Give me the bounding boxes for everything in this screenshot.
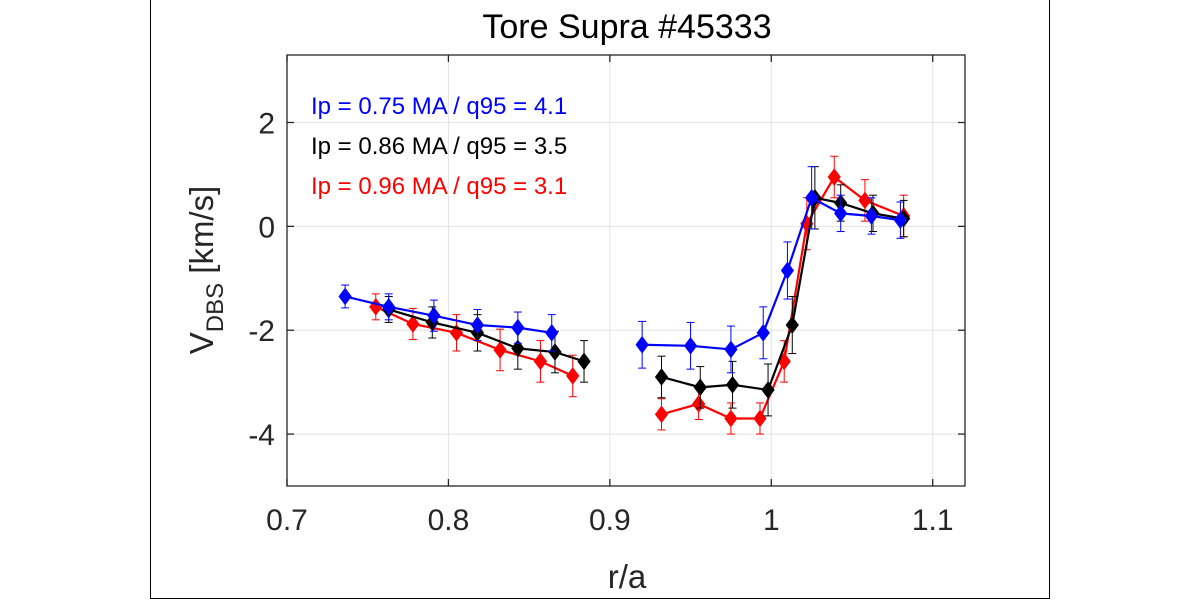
series-2 bbox=[382, 166, 911, 417]
x-tick-label: 0.8 bbox=[428, 504, 470, 537]
legend-entry-1: Ip = 0.75 MA / q95 = 4.1 bbox=[311, 93, 567, 120]
data-point bbox=[756, 323, 770, 342]
data-point bbox=[406, 315, 420, 333]
figure-frame: Tore Supra #45333 0.7 0.8 0.9 1 1.1 -4 -2 0 2 r/… bbox=[150, 0, 1050, 599]
data-point bbox=[780, 261, 795, 280]
data-point bbox=[827, 168, 841, 186]
chart: Tore Supra #45333 0.7 0.8 0.9 1 1.1 -4 -2 0 2 r/… bbox=[183, 8, 966, 595]
x-tick-label: 1.1 bbox=[912, 504, 954, 537]
data-point bbox=[511, 318, 525, 337]
data-point bbox=[753, 409, 767, 428]
data-point bbox=[805, 188, 819, 207]
x-tick-label: 0.9 bbox=[589, 504, 631, 537]
y-axis-label-main: V bbox=[183, 332, 220, 354]
y-tick-label: 2 bbox=[258, 108, 275, 141]
series-1 bbox=[338, 166, 908, 374]
data-point bbox=[511, 339, 525, 358]
data-point bbox=[761, 381, 775, 399]
data-point bbox=[725, 375, 740, 394]
data-point bbox=[654, 405, 669, 424]
data-point bbox=[545, 323, 559, 342]
x-axis-label: r/a bbox=[608, 558, 647, 595]
data-point bbox=[834, 204, 848, 223]
grid-lines bbox=[286, 55, 965, 486]
data-point bbox=[864, 207, 878, 225]
data-point bbox=[566, 367, 580, 385]
data-point bbox=[683, 336, 698, 355]
data-point bbox=[724, 409, 738, 428]
data-point bbox=[635, 335, 649, 354]
x-tick-label: 0.7 bbox=[266, 504, 308, 537]
series-line bbox=[375, 305, 574, 377]
legend-entry-2: Ip = 0.86 MA / q95 = 3.5 bbox=[311, 133, 567, 160]
data-point bbox=[493, 341, 507, 359]
data-point bbox=[427, 306, 441, 325]
y-axis-label: VDBS [km/s] bbox=[183, 186, 229, 355]
y-axis-label-sub: DBS bbox=[202, 283, 229, 332]
y-tick-label: -4 bbox=[248, 419, 275, 452]
legend: Ip = 0.75 MA / q95 = 4.1 Ip = 0.86 MA / q… bbox=[311, 93, 567, 200]
series-layer bbox=[338, 155, 911, 435]
data-point bbox=[893, 211, 908, 229]
data-point bbox=[654, 368, 669, 386]
y-tick-label: -2 bbox=[248, 315, 275, 348]
data-point bbox=[369, 298, 383, 316]
y-axis-label-unit: [km/s] bbox=[183, 186, 220, 283]
x-tick-label: 1 bbox=[763, 504, 780, 537]
data-point bbox=[533, 352, 548, 371]
data-point bbox=[470, 316, 485, 334]
chart-title: Tore Supra #45333 bbox=[482, 8, 771, 46]
data-point bbox=[785, 316, 799, 334]
data-point bbox=[382, 298, 396, 316]
data-point bbox=[548, 343, 562, 361]
data-point bbox=[338, 287, 352, 306]
legend-entry-3: Ip = 0.96 MA / q95 = 3.1 bbox=[311, 173, 567, 200]
axis-ticks: 0.7 0.8 0.9 1 1.1 -4 -2 0 2 bbox=[248, 55, 965, 537]
plot-area bbox=[286, 54, 966, 487]
data-point bbox=[693, 378, 707, 397]
data-point bbox=[577, 352, 591, 371]
data-point bbox=[692, 395, 706, 413]
data-point bbox=[724, 340, 738, 359]
y-tick-label: 0 bbox=[258, 211, 275, 244]
